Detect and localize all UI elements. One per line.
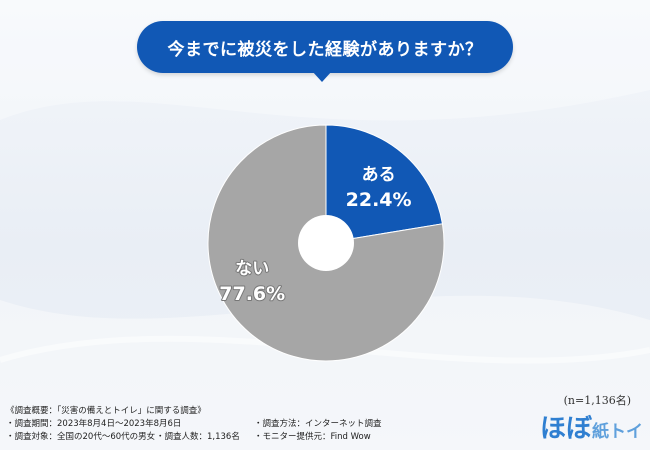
- donut-hole: [298, 215, 354, 271]
- survey-period: ・調査期間：2023年8月4日〜2023年8月6日: [6, 419, 182, 429]
- pie-slice-2: [207, 124, 445, 362]
- question-bubble: 今までに被災をした経験がありますか？: [137, 21, 513, 73]
- pie-slice-1: [325, 124, 444, 244]
- survey-overview: 《調査概要：「災害の備えとトイレ」に関する調査》 ・調査期間：2023年8月4日…: [6, 405, 526, 449]
- sample-size-label: (n=1,136名): [563, 394, 631, 407]
- slice-value-label-2: 77.6%: [219, 283, 285, 305]
- logo-sub-text: 紙トイレ: [592, 421, 646, 442]
- brand-logo: ほぼ 紙トイレ: [540, 414, 646, 444]
- survey-target: ・調査対象：全国の20代〜60代の男女: [6, 432, 156, 442]
- slice-value-label-1: 22.4%: [346, 189, 412, 211]
- logo-main-text: ほぼ: [540, 414, 593, 444]
- survey-provider: ・モニター提供元：Find Wow: [254, 432, 371, 442]
- survey-title: 《調査概要：「災害の備えとトイレ」に関する調査》: [6, 406, 206, 416]
- survey-method: ・調査方法：インターネット調査: [254, 419, 382, 429]
- survey-count: ・調査人数：1,136名: [156, 432, 240, 442]
- slice-category-label-1: ある: [362, 165, 396, 185]
- question-text: 今までに被災をした経験がありますか？: [167, 40, 483, 60]
- question-bubble-tail: [312, 71, 332, 82]
- slice-category-label-2: ない: [235, 259, 269, 279]
